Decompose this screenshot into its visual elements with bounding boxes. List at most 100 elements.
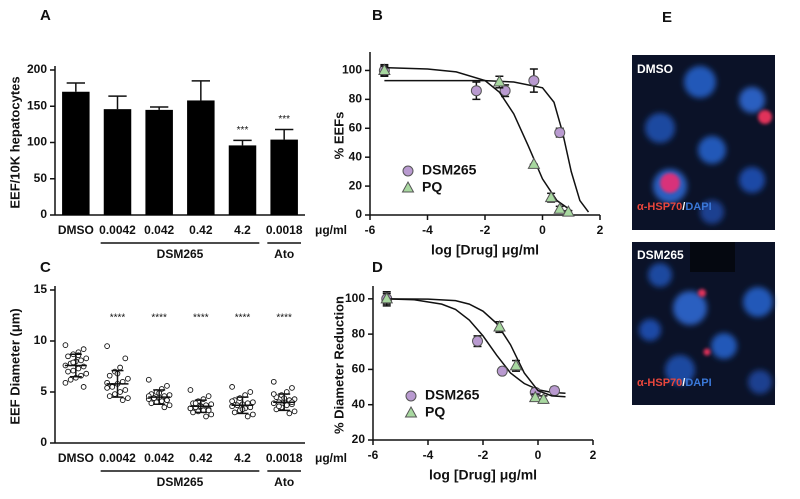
parasites — [698, 289, 711, 356]
nuclei — [639, 263, 773, 394]
nuclei — [645, 66, 765, 224]
group-label: Ato — [274, 247, 294, 261]
bar — [62, 91, 90, 215]
data-point — [70, 367, 77, 374]
y-tick-label: 10 — [34, 333, 48, 347]
data-point — [528, 75, 540, 87]
data-point — [83, 355, 90, 362]
data-point — [493, 320, 506, 332]
x-tick-label: -4 — [423, 448, 434, 462]
data-point — [283, 402, 290, 409]
data-point — [472, 335, 483, 347]
fit-curve — [386, 298, 566, 394]
stain-label: α-HSP70/DAPI — [637, 201, 712, 213]
y-axis-label: EEF/10K hepatocytes — [7, 76, 22, 208]
data-point — [65, 368, 71, 375]
x-tick-label: DMSO — [58, 451, 94, 465]
data-point — [112, 391, 118, 397]
x-tick-label: 0.042 — [144, 451, 174, 465]
panel-letter: E — [662, 9, 672, 26]
data-point — [122, 355, 129, 362]
x-tick-label: -6 — [368, 448, 379, 462]
data-point — [247, 389, 254, 395]
y-tick-label: 100 — [342, 63, 362, 77]
significance: **** — [276, 313, 292, 324]
bar — [187, 100, 215, 215]
data-point — [83, 370, 90, 377]
legend-marker — [401, 180, 415, 193]
y-tick-label: 150 — [27, 98, 47, 112]
significance: **** — [193, 313, 209, 324]
data-point — [229, 398, 235, 405]
micrograph — [632, 55, 775, 230]
stain-part: / — [682, 377, 685, 389]
data-point — [544, 190, 558, 203]
data-point — [80, 384, 87, 390]
legend-label: DSM265 — [422, 162, 477, 178]
legend-label: DSM265 — [425, 387, 480, 403]
y-tick-label: 60 — [349, 120, 363, 134]
significance: **** — [151, 313, 167, 324]
data-point — [270, 378, 277, 385]
x-tick-label: -6 — [365, 223, 376, 237]
data-point — [250, 399, 256, 406]
data-point — [554, 127, 566, 139]
data-point — [286, 410, 293, 417]
stain-part: α-HSP70 — [637, 201, 682, 213]
x-tick-label: 0 — [539, 223, 546, 237]
panel-letter: D — [372, 259, 383, 276]
stain-part: α-HSP70 — [637, 377, 682, 389]
x-axis-label: log [Drug] μg/ml — [429, 467, 537, 483]
data-point — [109, 384, 116, 390]
data-point — [276, 403, 282, 410]
data-point — [164, 383, 170, 389]
y-tick-label: 20 — [352, 432, 366, 446]
data-point — [470, 85, 482, 97]
image-title: DSM265 — [637, 248, 684, 262]
data-point — [158, 398, 165, 405]
x-tick-label: 2 — [597, 223, 604, 237]
data-point — [70, 359, 77, 366]
stain-part: / — [682, 201, 685, 213]
x-tick-label: DMSO — [58, 223, 94, 237]
data-point — [244, 413, 251, 420]
unit-label: μg/ml — [315, 223, 347, 237]
x-tick-label: -4 — [422, 223, 433, 237]
data-point — [496, 365, 508, 377]
x-tick-label: 0.0042 — [99, 451, 136, 465]
legend-label: PQ — [422, 179, 442, 195]
panel-letter: A — [40, 7, 51, 24]
data-point — [166, 402, 173, 409]
y-tick-label: 0 — [40, 435, 47, 449]
bar — [270, 139, 298, 215]
data-point — [164, 397, 170, 404]
data-point — [148, 400, 155, 407]
data-point — [78, 357, 84, 364]
data-point — [145, 376, 152, 383]
y-axis-label: % Diameter Reduction — [331, 296, 346, 434]
y-tick-label: 100 — [345, 291, 365, 305]
data-point — [380, 291, 394, 304]
stain-label: α-HSP70/DAPI — [637, 377, 712, 389]
data-point — [125, 375, 131, 382]
data-point — [291, 408, 298, 415]
bar — [228, 145, 257, 215]
fit-curve — [384, 79, 590, 213]
y-tick-label: 40 — [352, 397, 366, 411]
data-point — [378, 63, 391, 75]
group-label: DSM265 — [157, 475, 204, 489]
data-point — [527, 157, 541, 169]
data-point — [106, 372, 113, 379]
y-tick-label: 100 — [27, 135, 47, 149]
legend-marker — [402, 165, 414, 177]
data-point — [192, 400, 199, 407]
significance: **** — [235, 313, 251, 324]
data-point — [231, 409, 238, 416]
y-tick-label: 20 — [349, 178, 363, 192]
data-point — [117, 364, 123, 371]
data-point — [122, 387, 129, 393]
y-tick-label: 0 — [40, 207, 47, 221]
data-point — [104, 343, 110, 349]
x-tick-label: 0.042 — [144, 223, 174, 237]
image-patch — [690, 242, 735, 272]
